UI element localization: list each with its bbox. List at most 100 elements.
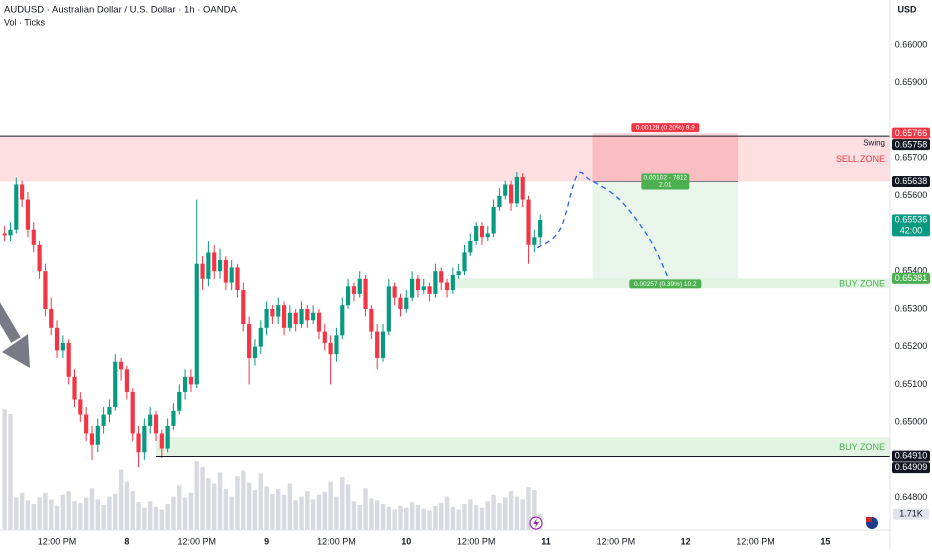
volume-bar [177, 485, 182, 530]
x-tick-label: 12:00 PM [457, 536, 496, 546]
candle-body [479, 225, 485, 238]
country-flag-icon[interactable] [866, 517, 878, 529]
price-axis-label-box [892, 214, 930, 237]
volume-bar [374, 500, 380, 530]
volume-bar [188, 492, 194, 530]
candle-body [439, 271, 444, 283]
volume-axis-label-box [893, 508, 929, 520]
candle-body [14, 184, 19, 230]
volume-bar [194, 461, 199, 530]
volume-bar [78, 503, 83, 530]
sell-zone-label: SELL ZONE [836, 154, 885, 164]
candle-body [299, 308, 304, 325]
volume-bar [43, 492, 48, 530]
candle-body [340, 305, 345, 336]
candle-body [415, 278, 421, 291]
candle-body [276, 305, 281, 317]
y-tick-label: 0.65400 [895, 266, 928, 276]
volume-bar [392, 509, 397, 530]
volume-axis-label: 1.71K [899, 508, 923, 518]
volume-bar [404, 507, 409, 530]
candle-body [526, 199, 531, 245]
price-axis-label: 0.64909 [895, 462, 928, 472]
volume-bar [113, 493, 118, 530]
volume-bar [235, 476, 240, 530]
candle-body [363, 278, 368, 309]
volume-bar [380, 504, 386, 530]
price-axis-label-box [892, 139, 930, 151]
volume-bar [49, 499, 54, 530]
y-tick-label: 0.65600 [895, 190, 928, 200]
candle-body [130, 391, 135, 434]
volume-bar [252, 490, 258, 530]
candle-body [293, 312, 298, 325]
candle-body [229, 267, 234, 283]
candle-body [177, 391, 182, 411]
volume-bar [124, 481, 130, 530]
volume-bar [450, 506, 456, 530]
volume-bar [357, 504, 362, 530]
volume-bar [182, 497, 188, 530]
volume-bar [19, 492, 25, 530]
volume-bar [264, 486, 269, 530]
candle-body [252, 346, 258, 358]
candle-body [118, 361, 124, 370]
ratio-label: 2.01 [659, 182, 672, 189]
volume-bar [433, 505, 438, 530]
volume-bar [473, 504, 479, 530]
volume-bar [270, 493, 275, 530]
volume-bar [340, 477, 345, 530]
volume-bar [211, 483, 217, 530]
volume-bar [200, 466, 205, 530]
trend-arrow-head [2, 334, 30, 368]
candle-body [142, 425, 147, 453]
volume-bar [31, 504, 36, 530]
candle-body [468, 241, 473, 253]
volume-bar [66, 491, 71, 530]
volume-bar [532, 490, 537, 530]
volume-bar [72, 501, 77, 530]
volume-bar [118, 469, 124, 530]
volume-bar [95, 499, 101, 530]
x-tick-label: 8 [124, 536, 129, 546]
candle-body [194, 263, 199, 385]
volume-bar [229, 496, 234, 530]
volume-bar [8, 413, 13, 530]
candle-body [223, 259, 228, 283]
alert-icon[interactable] [529, 516, 543, 530]
candle-body [398, 297, 403, 309]
volume-bar [479, 507, 485, 530]
candle-body [421, 286, 426, 291]
candle-body [241, 290, 246, 325]
candle-body [183, 376, 188, 392]
volume-bar [526, 487, 531, 530]
candle-body [404, 297, 409, 309]
volume-bar [398, 505, 403, 530]
volume-bar [2, 409, 7, 530]
y-tick-label: 0.64800 [895, 492, 928, 502]
volume-bar [37, 497, 42, 530]
volume-bar [159, 509, 165, 530]
candle-body [206, 252, 211, 279]
volume-bar [101, 504, 106, 530]
volume-bar [334, 496, 339, 530]
candle-body [328, 342, 333, 355]
alert-icon-bolt[interactable] [533, 518, 539, 528]
volume-layer [2, 409, 543, 530]
y-tick-label: 0.66000 [895, 39, 928, 49]
swing-label: Swing [863, 138, 885, 147]
price-axis-label: 0.65638 [895, 176, 928, 186]
candle-body [95, 425, 100, 445]
candle-body [392, 286, 397, 298]
flag-canton[interactable] [866, 517, 872, 522]
buy-zone [155, 437, 891, 457]
volume-bar [60, 494, 66, 530]
candle-body [485, 233, 490, 238]
entry-label-box [641, 173, 690, 190]
x-tick-label: 15 [820, 536, 830, 546]
candle-body [474, 225, 479, 242]
volume-bar [462, 504, 467, 530]
x-tick-label: 12 [681, 536, 691, 546]
candle-body [444, 282, 450, 291]
candle-body [322, 331, 327, 343]
